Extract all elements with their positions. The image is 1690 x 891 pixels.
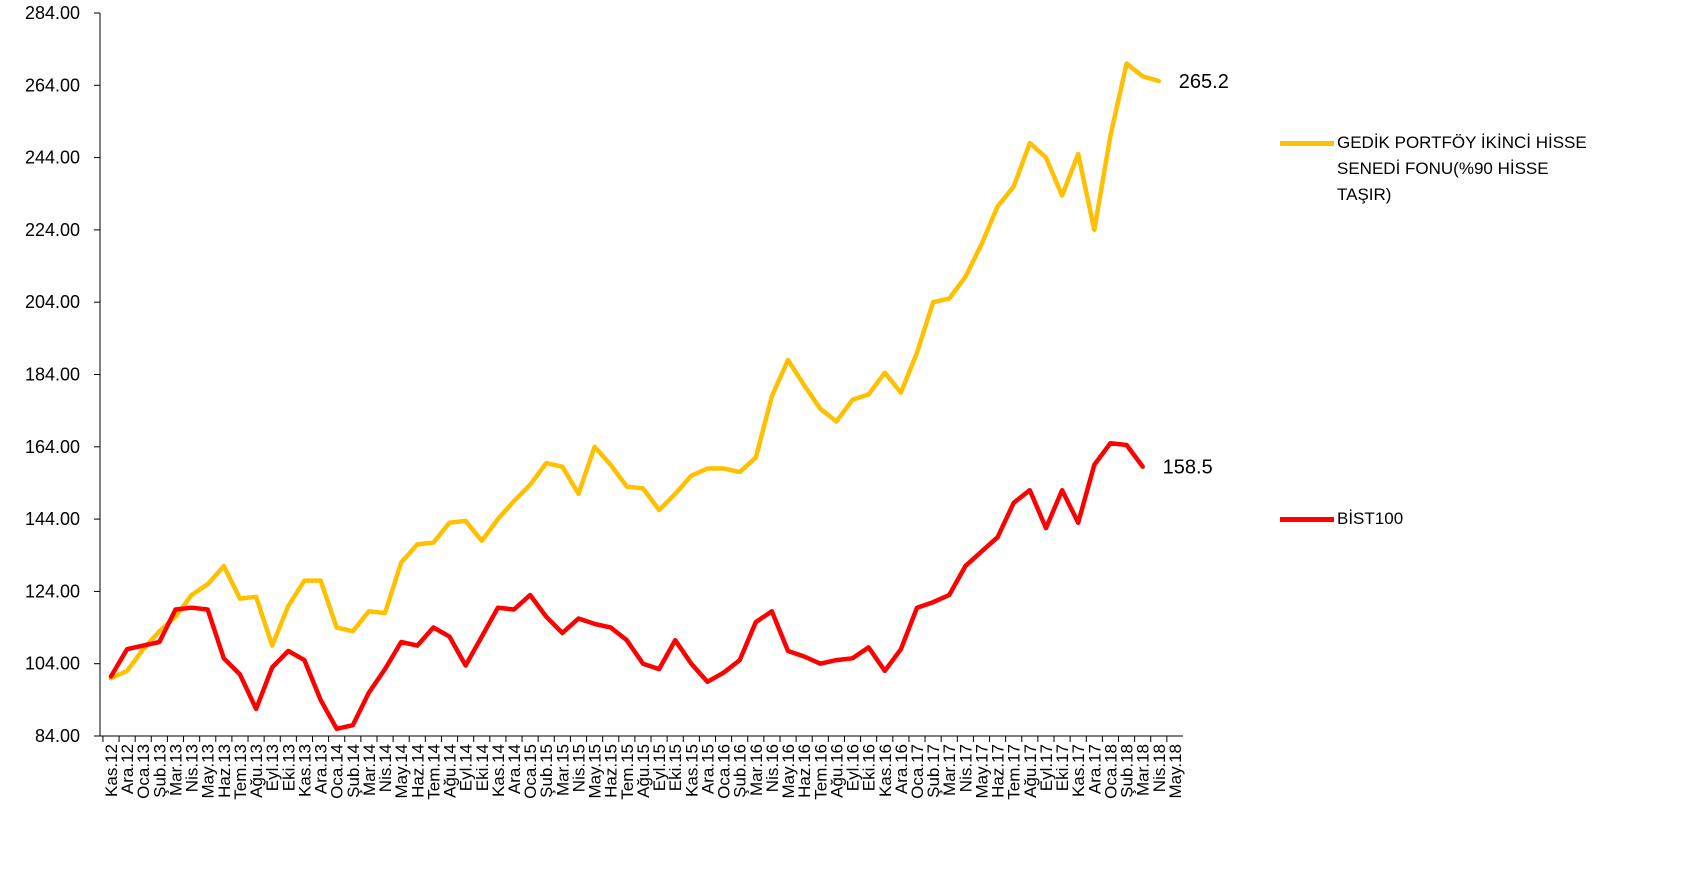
legend-swatch [1280, 517, 1334, 522]
y-tick-label: 224.00 [25, 220, 80, 240]
x-tick-label: Tem.14 [424, 744, 443, 800]
x-tick-label: Ara.13 [312, 744, 331, 794]
x-tick-label: Oca.18 [1101, 744, 1120, 799]
x-tick-label: Eki.13 [279, 744, 298, 791]
x-tick-label: Haz.15 [602, 744, 621, 798]
x-tick-label: Oca.17 [908, 744, 927, 799]
legend-label: BİST100 [1337, 509, 1404, 528]
x-tick-label: Oca.13 [134, 744, 153, 799]
x-tick-label: May.17 [972, 744, 991, 799]
x-tick-label: Kas.13 [295, 744, 314, 797]
x-tick-label: Şub.15 [537, 744, 556, 798]
x-tick-label: Tem.17 [1005, 744, 1024, 800]
series-lines [108, 61, 1162, 732]
series-end-label: 265.2 [1179, 71, 1229, 93]
y-tick-label: 164.00 [25, 437, 80, 457]
y-tick-label: 104.00 [25, 654, 80, 674]
y-tick-label: 244.00 [25, 148, 80, 168]
x-tick-label: Nis.13 [183, 744, 202, 792]
x-tick-label: Eki.17 [1053, 744, 1072, 791]
x-tick-label: Kas.12 [102, 744, 121, 797]
x-tick-label: Ağu.14 [441, 744, 460, 798]
x-tick-label: Eki.16 [860, 744, 879, 791]
x-tick-label: Tem.15 [618, 744, 637, 800]
x-tick-label: May.13 [199, 744, 218, 799]
y-tick-label: 264.00 [25, 75, 80, 95]
x-tick-label: Eyl.14 [457, 744, 476, 791]
x-tick-label: Ağu.16 [827, 744, 846, 798]
x-tick-label: Kas.14 [489, 744, 508, 797]
x-tick-label: Kas.16 [876, 744, 895, 797]
x-tick-label: Şub.17 [924, 744, 943, 798]
x-tick-label: Eyl.16 [844, 744, 863, 791]
y-tick-label: 124.00 [25, 581, 80, 601]
x-tick-label: Haz.13 [215, 744, 234, 798]
x-tick-label: Nis.15 [569, 744, 588, 792]
x-tick-label: Ağu.15 [634, 744, 653, 798]
x-tick-label: Şub.16 [731, 744, 750, 798]
x-tick-label: Oca.16 [715, 744, 734, 799]
x-tick-label: Şub.13 [150, 744, 169, 798]
series-end-label: 158.5 [1163, 457, 1213, 479]
x-tick-label: Mar.18 [1134, 744, 1153, 796]
x-tick-label: Ara.16 [892, 744, 911, 794]
x-tick-label: Mar.13 [166, 744, 185, 796]
y-tick-label: 284.00 [25, 3, 80, 23]
x-tick-label: Ara.14 [505, 744, 524, 794]
x-tick-label: Şub.18 [1118, 744, 1137, 798]
legend-swatch [1280, 141, 1334, 146]
y-axis: 84.00 104.00 124.00 144.00 164.00 184.00 204.0… [25, 3, 101, 746]
x-tick-label: Ara.15 [698, 744, 717, 794]
x-tick-label: Mar.16 [747, 744, 766, 796]
x-tick-label: Ara.17 [1085, 744, 1104, 794]
x-tick-label: Haz.17 [989, 744, 1008, 798]
series-line-0 [108, 61, 1162, 681]
x-tick-label: Eki.14 [473, 744, 492, 791]
x-tick-label: May.18 [1166, 744, 1185, 799]
x-tick-label: Oca.14 [328, 744, 347, 799]
x-tick-label: Oca.15 [521, 744, 540, 799]
x-axis: Kas.12Ara.12Oca.13Şub.13Mar.13Nis.13May.… [100, 735, 1185, 800]
y-tick-label: 144.00 [25, 509, 80, 529]
x-tick-label: Mar.17 [940, 744, 959, 796]
x-tick-label: Ara.12 [118, 744, 137, 794]
x-tick-label: Haz.14 [408, 744, 427, 798]
x-tick-label: May.15 [586, 744, 605, 799]
x-tick-label: Şub.14 [344, 744, 363, 798]
x-tick-label: Mar.15 [553, 744, 572, 796]
x-tick-label: May.16 [779, 744, 798, 799]
x-tick-label: May.14 [392, 744, 411, 799]
x-tick-label: Tem.16 [811, 744, 830, 800]
x-tick-label: Ağu.13 [247, 744, 266, 798]
y-tick-label: 184.00 [25, 365, 80, 385]
x-tick-label: Kas.15 [682, 744, 701, 797]
x-tick-label: Nis.17 [956, 744, 975, 792]
y-tick-label: 84.00 [35, 726, 80, 746]
y-tick-label: 204.00 [25, 292, 80, 312]
x-tick-label: Mar.14 [360, 744, 379, 796]
x-tick-label: Eyl.15 [650, 744, 669, 791]
x-tick-label: Nis.16 [763, 744, 782, 792]
x-tick-label: Tem.13 [231, 744, 250, 800]
end-labels: 265.2 158.5 [1163, 71, 1229, 479]
x-tick-label: Eki.15 [666, 744, 685, 791]
x-tick-label: Ağu.17 [1021, 744, 1040, 798]
x-tick-label: Haz.16 [795, 744, 814, 798]
x-tick-label: Eyl.13 [263, 744, 282, 791]
x-tick-label: Eyl.17 [1037, 744, 1056, 791]
x-tick-label: Nis.14 [376, 744, 395, 792]
legend-label: GEDİK PORTFÖY İKİNCİ HİSSE SENEDİ FONU(%… [1337, 133, 1587, 204]
x-tick-label: Nis.18 [1150, 744, 1169, 792]
x-tick-label: Kas.17 [1069, 744, 1088, 797]
